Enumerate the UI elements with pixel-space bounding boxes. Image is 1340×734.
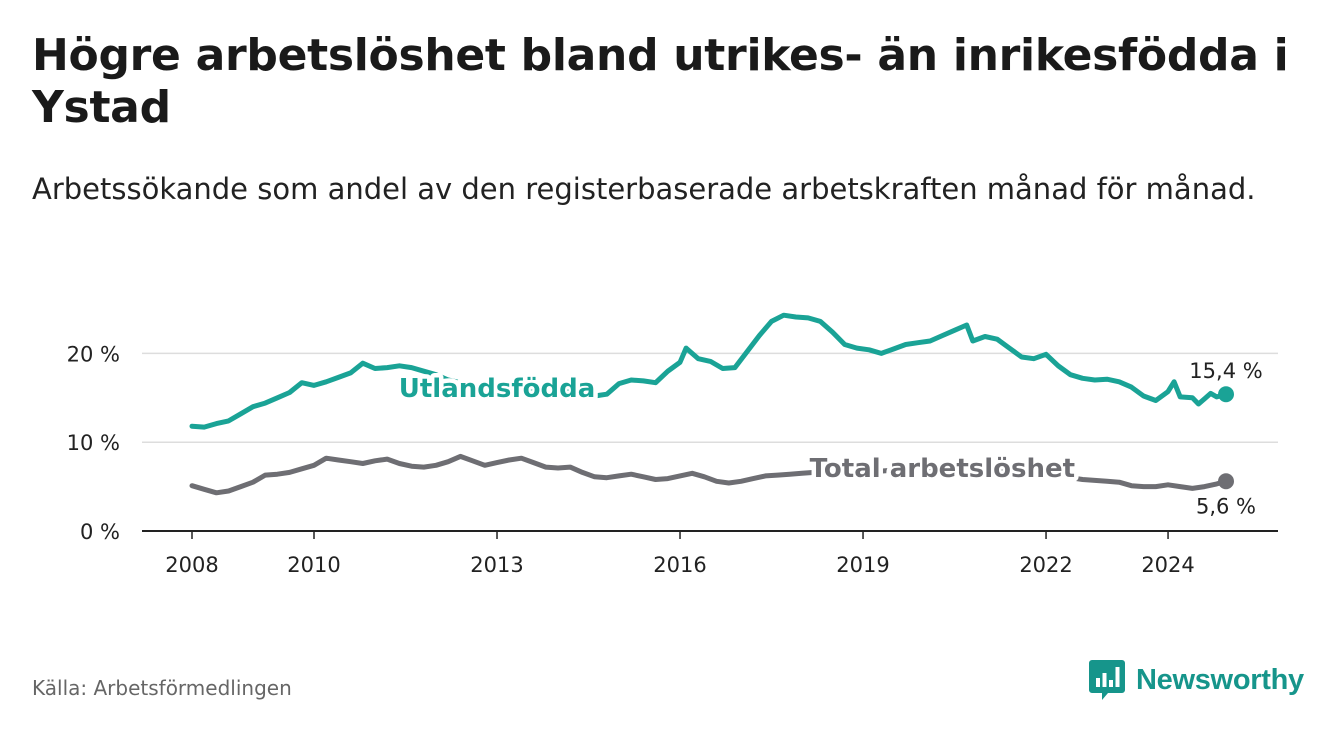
series-lines <box>189 312 1234 496</box>
series-end-point-0 <box>1218 386 1234 403</box>
line-chart: 15,4 % 5,6 % Utlandsfödda Total arbetslöshe… <box>67 312 1278 577</box>
x-tick-label: 2016 <box>653 553 706 577</box>
series-end-label-0: 15,4 % <box>1189 359 1262 383</box>
x-tick-label: 2024 <box>1141 553 1194 577</box>
x-tick-label: 2008 <box>165 553 218 577</box>
series-end-point-1 <box>1218 473 1234 490</box>
gridlines <box>142 352 1278 443</box>
x-tick-label: 2022 <box>1019 553 1072 577</box>
chart-title: Högre arbetslöshet bland utrikes- än inr… <box>32 30 1289 133</box>
chart-subtitle: Arbetssökande som andel av den registerb… <box>32 172 1256 206</box>
series-labels: 15,4 % 5,6 % Utlandsfödda Total arbetslöshe… <box>394 357 1265 521</box>
source-note: Källa: Arbetsförmedlingen <box>32 676 292 700</box>
series-line-1 <box>189 453 1229 496</box>
x-tick-label: 2019 <box>836 553 889 577</box>
series-end-label-1: 5,6 % <box>1196 494 1256 518</box>
brand-name: Newsworthy <box>1136 663 1304 696</box>
brand-logo[interactable]: Newsworthy <box>1088 658 1304 702</box>
series-annotation-0: Utlandsfödda <box>399 374 596 404</box>
series-annotation-1: Total arbetslöshet <box>810 454 1075 484</box>
series-line-0 <box>189 312 1229 430</box>
y-tick-label: 10 % <box>67 431 120 455</box>
x-tick-label: 2010 <box>287 553 340 577</box>
axes: 0 % 10 % 20 % 2008 2010 2013 2016 2019 2022 2024 <box>67 342 1278 577</box>
y-tick-label: 20 % <box>67 342 120 366</box>
newsworthy-logo-icon <box>1089 660 1125 700</box>
x-tick-label: 2013 <box>470 553 523 577</box>
y-tick-label: 0 % <box>80 520 120 544</box>
